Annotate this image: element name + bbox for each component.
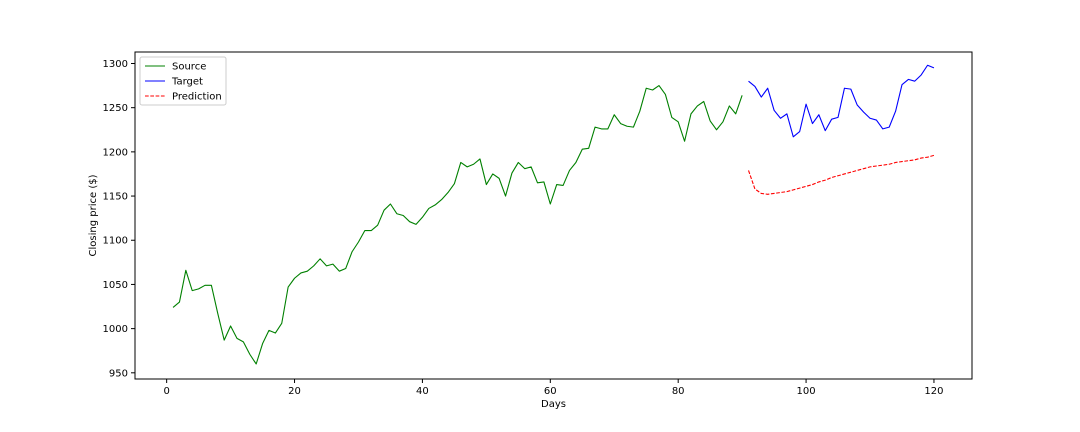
x-tick-label: 120: [924, 386, 943, 397]
y-tick-label: 1000: [103, 324, 128, 335]
x-tick-label: 20: [288, 386, 301, 397]
y-tick-label: 1300: [103, 59, 128, 70]
series-layer: [172, 64, 935, 365]
x-tick-label: 40: [416, 386, 429, 397]
series-line-prediction: [748, 154, 935, 195]
y-tick-label: 950: [109, 368, 128, 379]
x-tick-label: 0: [163, 386, 169, 397]
legend-box: [139, 56, 227, 106]
legend-label-source: Source: [172, 62, 206, 73]
x-axis: 0 20 40 60 80 100 120: [163, 379, 944, 397]
series-line-target: [748, 64, 935, 138]
legend-items: Source Target Prediction: [145, 62, 222, 103]
y-tick-label: 1150: [103, 192, 128, 203]
x-tick-label: 60: [544, 386, 557, 397]
legend-label-prediction: Prediction: [172, 92, 222, 103]
plot-area: [134, 51, 973, 380]
series-line-source: [172, 85, 743, 365]
plot-background: [135, 52, 972, 379]
y-tick-label: 1200: [103, 147, 128, 158]
x-tick-label: 100: [797, 386, 816, 397]
y-axis-label: Closing price ($): [88, 174, 99, 256]
x-tick-label: 80: [672, 386, 685, 397]
x-axis-label: Days: [541, 399, 566, 410]
y-tick-label: 1100: [103, 236, 128, 247]
plot-frame: [134, 51, 973, 380]
y-tick-label: 1050: [103, 280, 128, 291]
legend-label-target: Target: [171, 77, 203, 88]
legend: Source Target Prediction: [139, 56, 227, 106]
y-axis: 950 1000 1050 1100 1150 1200 1250 1300: [103, 59, 135, 379]
y-tick-label: 1250: [103, 103, 128, 114]
